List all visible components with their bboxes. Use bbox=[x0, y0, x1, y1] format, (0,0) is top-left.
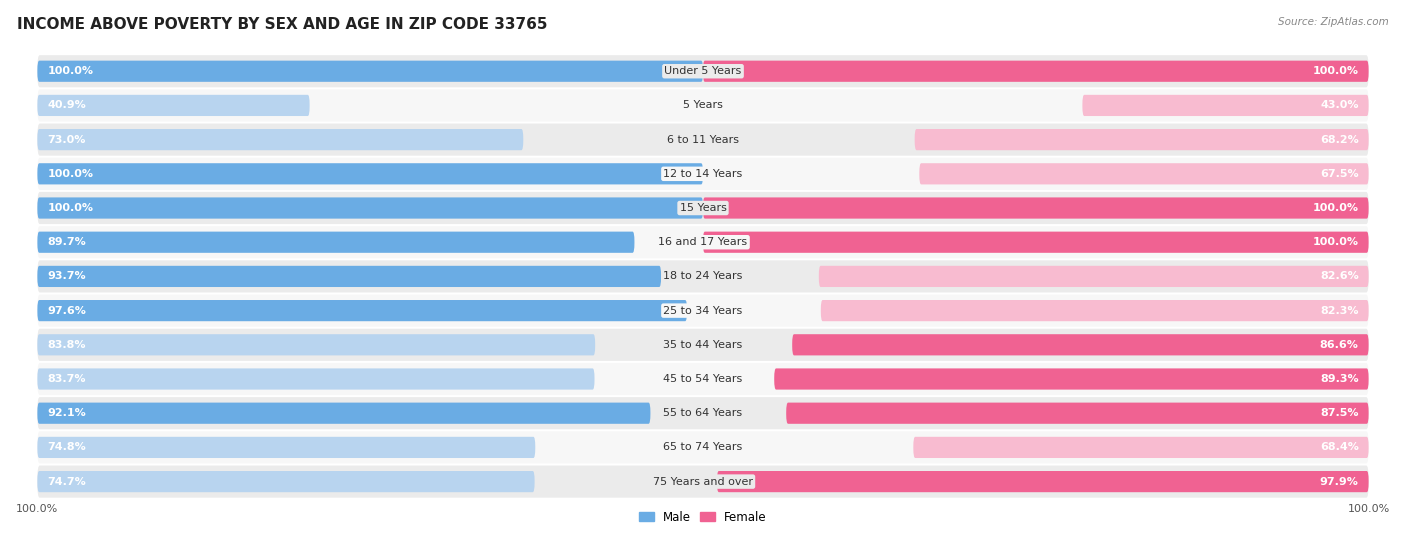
Text: 6 to 11 Years: 6 to 11 Years bbox=[666, 135, 740, 145]
FancyBboxPatch shape bbox=[38, 226, 1368, 258]
FancyBboxPatch shape bbox=[38, 295, 1368, 326]
Text: 83.7%: 83.7% bbox=[48, 374, 86, 384]
FancyBboxPatch shape bbox=[38, 397, 1368, 429]
Text: Source: ZipAtlas.com: Source: ZipAtlas.com bbox=[1278, 17, 1389, 27]
Text: 92.1%: 92.1% bbox=[48, 408, 86, 418]
Text: 93.7%: 93.7% bbox=[48, 272, 86, 281]
Text: 65 to 74 Years: 65 to 74 Years bbox=[664, 442, 742, 452]
Text: 67.5%: 67.5% bbox=[1320, 169, 1358, 179]
Text: 100.0%: 100.0% bbox=[1313, 66, 1358, 76]
FancyBboxPatch shape bbox=[38, 129, 523, 150]
FancyBboxPatch shape bbox=[703, 231, 1368, 253]
FancyBboxPatch shape bbox=[38, 266, 661, 287]
Text: 100.0%: 100.0% bbox=[48, 169, 93, 179]
Text: 82.6%: 82.6% bbox=[1320, 272, 1358, 281]
Text: 100.0%: 100.0% bbox=[48, 66, 93, 76]
FancyBboxPatch shape bbox=[792, 334, 1368, 356]
Text: 97.9%: 97.9% bbox=[1320, 477, 1358, 486]
FancyBboxPatch shape bbox=[821, 300, 1368, 321]
FancyBboxPatch shape bbox=[38, 231, 634, 253]
Text: 100.0%: 100.0% bbox=[48, 203, 93, 213]
Text: 83.8%: 83.8% bbox=[48, 340, 86, 350]
FancyBboxPatch shape bbox=[1083, 95, 1368, 116]
Legend: Male, Female: Male, Female bbox=[634, 506, 772, 528]
Text: 12 to 14 Years: 12 to 14 Years bbox=[664, 169, 742, 179]
Text: 74.8%: 74.8% bbox=[48, 442, 86, 452]
FancyBboxPatch shape bbox=[38, 300, 688, 321]
Text: 68.4%: 68.4% bbox=[1320, 442, 1358, 452]
Text: Under 5 Years: Under 5 Years bbox=[665, 66, 741, 76]
FancyBboxPatch shape bbox=[38, 158, 1368, 190]
FancyBboxPatch shape bbox=[38, 432, 1368, 463]
Text: 68.2%: 68.2% bbox=[1320, 135, 1358, 145]
FancyBboxPatch shape bbox=[38, 197, 703, 219]
FancyBboxPatch shape bbox=[38, 363, 1368, 395]
FancyBboxPatch shape bbox=[38, 466, 1368, 498]
Text: 89.3%: 89.3% bbox=[1320, 374, 1358, 384]
FancyBboxPatch shape bbox=[915, 129, 1368, 150]
FancyBboxPatch shape bbox=[38, 95, 309, 116]
FancyBboxPatch shape bbox=[38, 163, 703, 184]
FancyBboxPatch shape bbox=[703, 197, 1368, 219]
FancyBboxPatch shape bbox=[38, 192, 1368, 224]
Text: 97.6%: 97.6% bbox=[48, 306, 86, 316]
Text: 87.5%: 87.5% bbox=[1320, 408, 1358, 418]
Text: 73.0%: 73.0% bbox=[48, 135, 86, 145]
Text: 55 to 64 Years: 55 to 64 Years bbox=[664, 408, 742, 418]
FancyBboxPatch shape bbox=[818, 266, 1368, 287]
Text: 43.0%: 43.0% bbox=[1320, 101, 1358, 111]
FancyBboxPatch shape bbox=[786, 402, 1368, 424]
FancyBboxPatch shape bbox=[703, 60, 1368, 82]
Text: 100.0%: 100.0% bbox=[1313, 237, 1358, 247]
FancyBboxPatch shape bbox=[38, 89, 1368, 121]
Text: 25 to 34 Years: 25 to 34 Years bbox=[664, 306, 742, 316]
FancyBboxPatch shape bbox=[914, 437, 1368, 458]
Text: 74.7%: 74.7% bbox=[48, 477, 86, 486]
FancyBboxPatch shape bbox=[38, 329, 1368, 361]
Text: 15 Years: 15 Years bbox=[679, 203, 727, 213]
FancyBboxPatch shape bbox=[775, 368, 1368, 390]
FancyBboxPatch shape bbox=[38, 60, 703, 82]
Text: 35 to 44 Years: 35 to 44 Years bbox=[664, 340, 742, 350]
FancyBboxPatch shape bbox=[38, 260, 1368, 292]
FancyBboxPatch shape bbox=[38, 124, 1368, 156]
Text: 18 to 24 Years: 18 to 24 Years bbox=[664, 272, 742, 281]
FancyBboxPatch shape bbox=[38, 437, 536, 458]
FancyBboxPatch shape bbox=[38, 471, 534, 492]
Text: 86.6%: 86.6% bbox=[1320, 340, 1358, 350]
Text: 16 and 17 Years: 16 and 17 Years bbox=[658, 237, 748, 247]
FancyBboxPatch shape bbox=[920, 163, 1368, 184]
FancyBboxPatch shape bbox=[717, 471, 1368, 492]
Text: 45 to 54 Years: 45 to 54 Years bbox=[664, 374, 742, 384]
Text: 100.0%: 100.0% bbox=[1313, 203, 1358, 213]
Text: 5 Years: 5 Years bbox=[683, 101, 723, 111]
Text: 89.7%: 89.7% bbox=[48, 237, 86, 247]
Text: 75 Years and over: 75 Years and over bbox=[652, 477, 754, 486]
Text: 82.3%: 82.3% bbox=[1320, 306, 1358, 316]
FancyBboxPatch shape bbox=[38, 55, 1368, 87]
FancyBboxPatch shape bbox=[38, 368, 595, 390]
Text: 40.9%: 40.9% bbox=[48, 101, 86, 111]
Text: INCOME ABOVE POVERTY BY SEX AND AGE IN ZIP CODE 33765: INCOME ABOVE POVERTY BY SEX AND AGE IN Z… bbox=[17, 17, 547, 32]
FancyBboxPatch shape bbox=[38, 334, 595, 356]
FancyBboxPatch shape bbox=[38, 402, 651, 424]
